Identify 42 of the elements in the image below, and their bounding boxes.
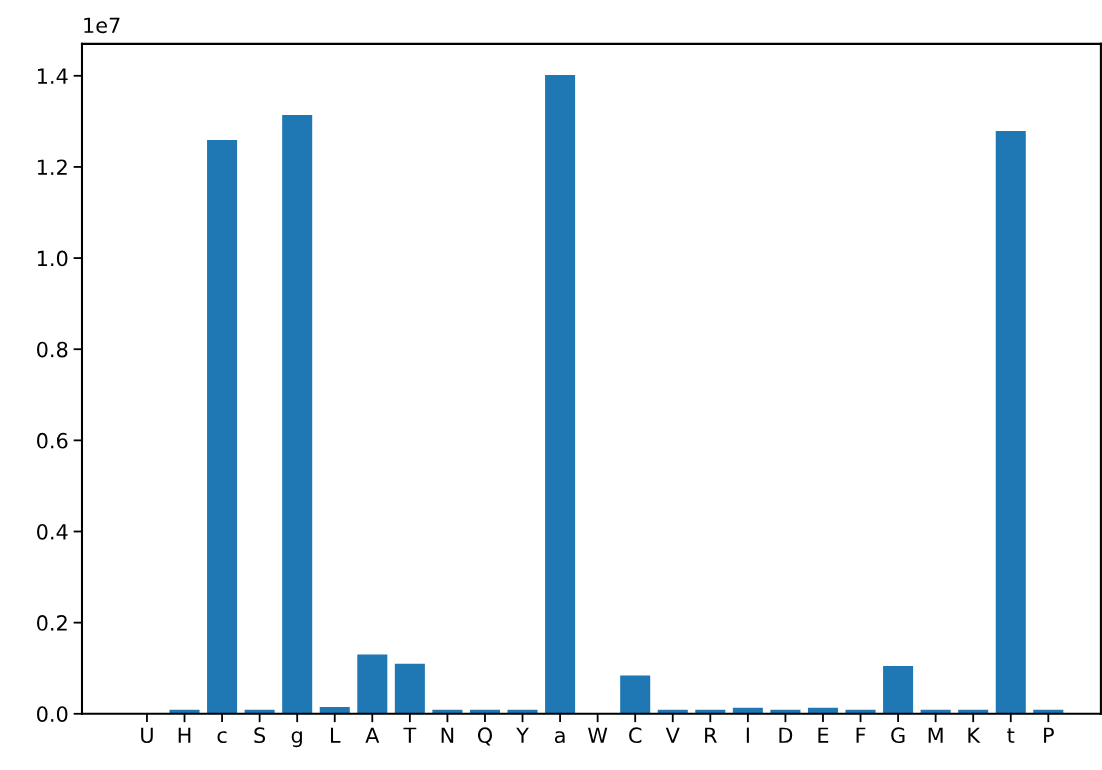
x-tick-label: t: [1007, 728, 1015, 743]
y-tick-label: 0.2: [37, 615, 67, 631]
x-tick-label: F: [856, 727, 866, 743]
x-tick-label: V: [665, 727, 680, 743]
bar: [883, 665, 914, 714]
bar: [282, 114, 313, 714]
x-tick-label: T: [403, 727, 417, 743]
y-tick-label: 0.8: [37, 341, 68, 358]
x-tick-label: a: [554, 731, 565, 744]
y-tick-label: 0.4: [37, 523, 68, 540]
x-tick-label: C: [629, 727, 642, 744]
y-tick-label: 1.0: [37, 250, 68, 267]
x-tick-label: G: [891, 727, 905, 744]
bar: [620, 675, 651, 714]
y-tick-label: 0.0: [37, 706, 68, 722]
bar: [995, 130, 1026, 714]
x-tick-label: S: [254, 727, 266, 744]
y-tick-label: 1.4: [37, 68, 68, 84]
x-tick-label: I: [746, 727, 749, 743]
x-tick-label: Q: [477, 727, 492, 746]
x-tick-label: W: [588, 727, 608, 743]
x-tick-label: L: [330, 727, 341, 743]
x-tick-label: H: [178, 727, 191, 743]
x-tick-label: N: [441, 727, 454, 743]
bar: [357, 654, 388, 714]
y-tick-label: 0.6: [37, 432, 68, 449]
x-tick-label: U: [141, 727, 153, 744]
bar: [394, 663, 425, 714]
bar: [545, 74, 576, 714]
x-tick-label: M: [928, 727, 943, 743]
y-tick-label: 1.2: [37, 159, 67, 175]
x-tick-label: A: [365, 727, 380, 743]
x-tick-label: Y: [516, 727, 529, 743]
x-tick-label: K: [968, 727, 981, 743]
x-tick-label: E: [818, 727, 829, 743]
x-tick-label: P: [1044, 727, 1054, 743]
x-tick-label: D: [779, 727, 793, 743]
x-tick-label: R: [705, 727, 717, 743]
text: 1e7: [84, 17, 120, 34]
x-tick-label: c: [217, 731, 227, 744]
bar: [207, 140, 238, 714]
x-tick-label: g: [291, 731, 302, 748]
